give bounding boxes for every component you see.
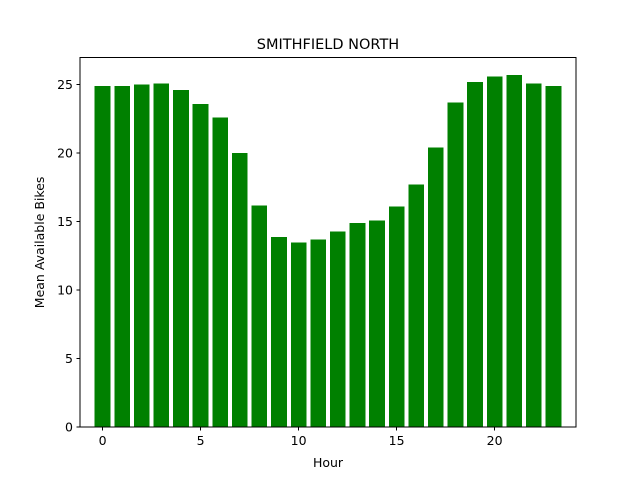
x-axis-ticks: 0 5 10 15 20	[99, 427, 503, 448]
chart-title: SMITHFIELD NORTH	[257, 37, 399, 53]
bar-hour-10	[290, 242, 307, 428]
y-tick-label: 25	[57, 77, 73, 92]
x-tick-label: 10	[291, 433, 307, 448]
x-tick-label: 20	[487, 433, 503, 448]
bar-hour-7	[231, 153, 248, 428]
bars-layer	[94, 75, 562, 428]
x-tick-label: 5	[197, 433, 205, 448]
x-tick-label: 0	[99, 433, 107, 448]
y-tick-label: 20	[57, 146, 73, 161]
y-tick-label: 10	[57, 283, 73, 298]
y-tick-label: 5	[65, 351, 73, 366]
bar-hour-17	[427, 147, 444, 428]
bar-hour-19	[467, 81, 483, 428]
y-axis-label: Mean Available Bikes	[32, 177, 47, 309]
bar-hour-13	[349, 223, 366, 428]
bar-hour-0	[94, 86, 111, 428]
plot-area-frame	[79, 57, 577, 428]
y-tick-label: 15	[57, 214, 73, 229]
bar-hour-20	[486, 76, 503, 428]
bar-hour-12	[329, 231, 346, 428]
y-axis-ticks: 0 5 10 15 20 25	[57, 77, 80, 435]
bar-hour-8	[251, 205, 268, 428]
bar-hour-14	[369, 220, 385, 428]
bar-hour-6	[212, 117, 229, 428]
bar-hour-9	[271, 236, 287, 428]
bar-hour-1	[114, 86, 130, 428]
bar-hour-5	[192, 103, 209, 428]
y-tick-label: 0	[65, 420, 73, 435]
bar-hour-16	[408, 184, 425, 428]
bar-hour-22	[526, 83, 542, 428]
bar-hour-21	[506, 75, 523, 428]
bar-hour-18	[447, 102, 464, 428]
x-axis-label: Hour	[313, 455, 344, 470]
bar-hour-3	[153, 83, 170, 428]
x-tick-label: 15	[389, 433, 405, 448]
bar-hour-4	[173, 90, 189, 428]
bar-hour-15	[388, 206, 405, 428]
bar-hour-2	[133, 84, 150, 428]
bar-hour-23	[545, 86, 562, 428]
bar-hour-11	[310, 239, 327, 428]
